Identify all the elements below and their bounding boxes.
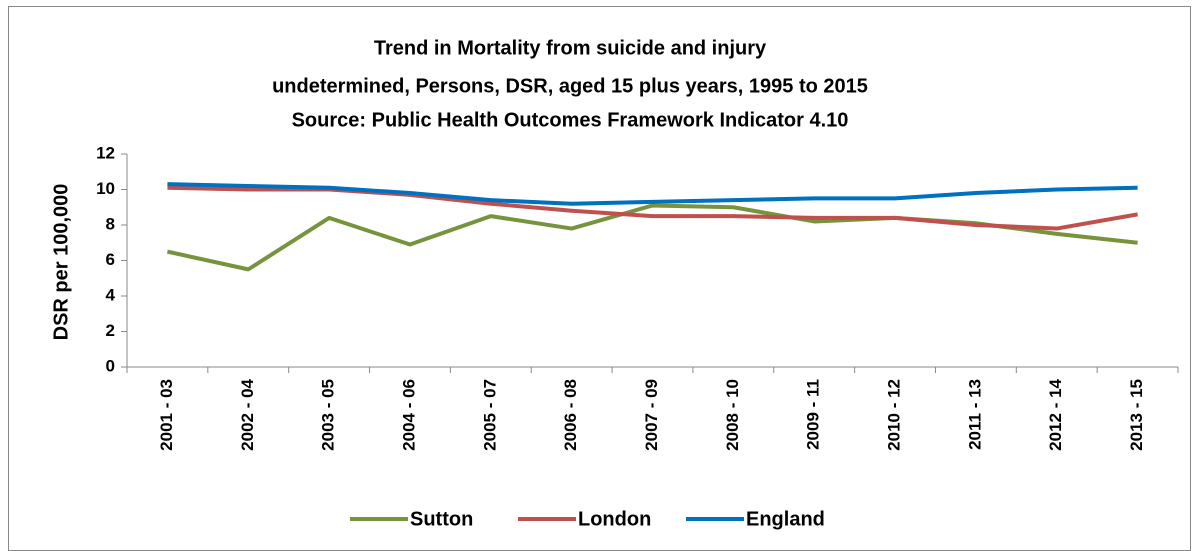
y-tick-label: 6 [106, 250, 115, 269]
x-tick-label: 2013 - 15 [1127, 379, 1146, 451]
chart-title: Source: Public Health Outcomes Framework… [292, 109, 849, 131]
legend-label: London [578, 508, 651, 530]
x-tick-label: 2010 - 12 [885, 379, 904, 451]
x-tick-label: 2008 - 10 [723, 379, 742, 451]
x-tick-label: 2006 - 08 [561, 379, 580, 451]
chart-title: undetermined, Persons, DSR, aged 15 plus… [272, 75, 868, 97]
x-tick-label: 2004 - 06 [399, 379, 418, 451]
y-tick-label: 4 [106, 285, 116, 304]
y-tick-label: 0 [106, 356, 115, 375]
x-tick-label: 2001 - 03 [157, 379, 176, 451]
x-tick-label: 2012 - 14 [1046, 378, 1065, 450]
x-tick-label: 2005 - 07 [480, 379, 499, 451]
x-tick-label: 2007 - 09 [642, 379, 661, 451]
x-tick-label: 2003 - 05 [319, 379, 338, 451]
y-tick-label: 8 [106, 214, 115, 233]
y-tick-label: 10 [96, 179, 115, 198]
x-tick-label: 2009 - 11 [804, 379, 823, 450]
y-axis-label: DSR per 100,000 [50, 184, 72, 341]
line-series [167, 182, 1138, 206]
legend-label: England [746, 508, 825, 530]
x-tick-label: 2011 - 13 [965, 379, 984, 450]
x-tick-label: 2002 - 04 [238, 378, 257, 450]
y-tick-label: 12 [96, 143, 115, 162]
chart-title: Trend in Mortality from suicide and inju… [374, 37, 767, 59]
legend-label: Sutton [410, 508, 473, 530]
y-tick-label: 2 [106, 321, 115, 340]
chart-frame [8, 6, 1191, 551]
